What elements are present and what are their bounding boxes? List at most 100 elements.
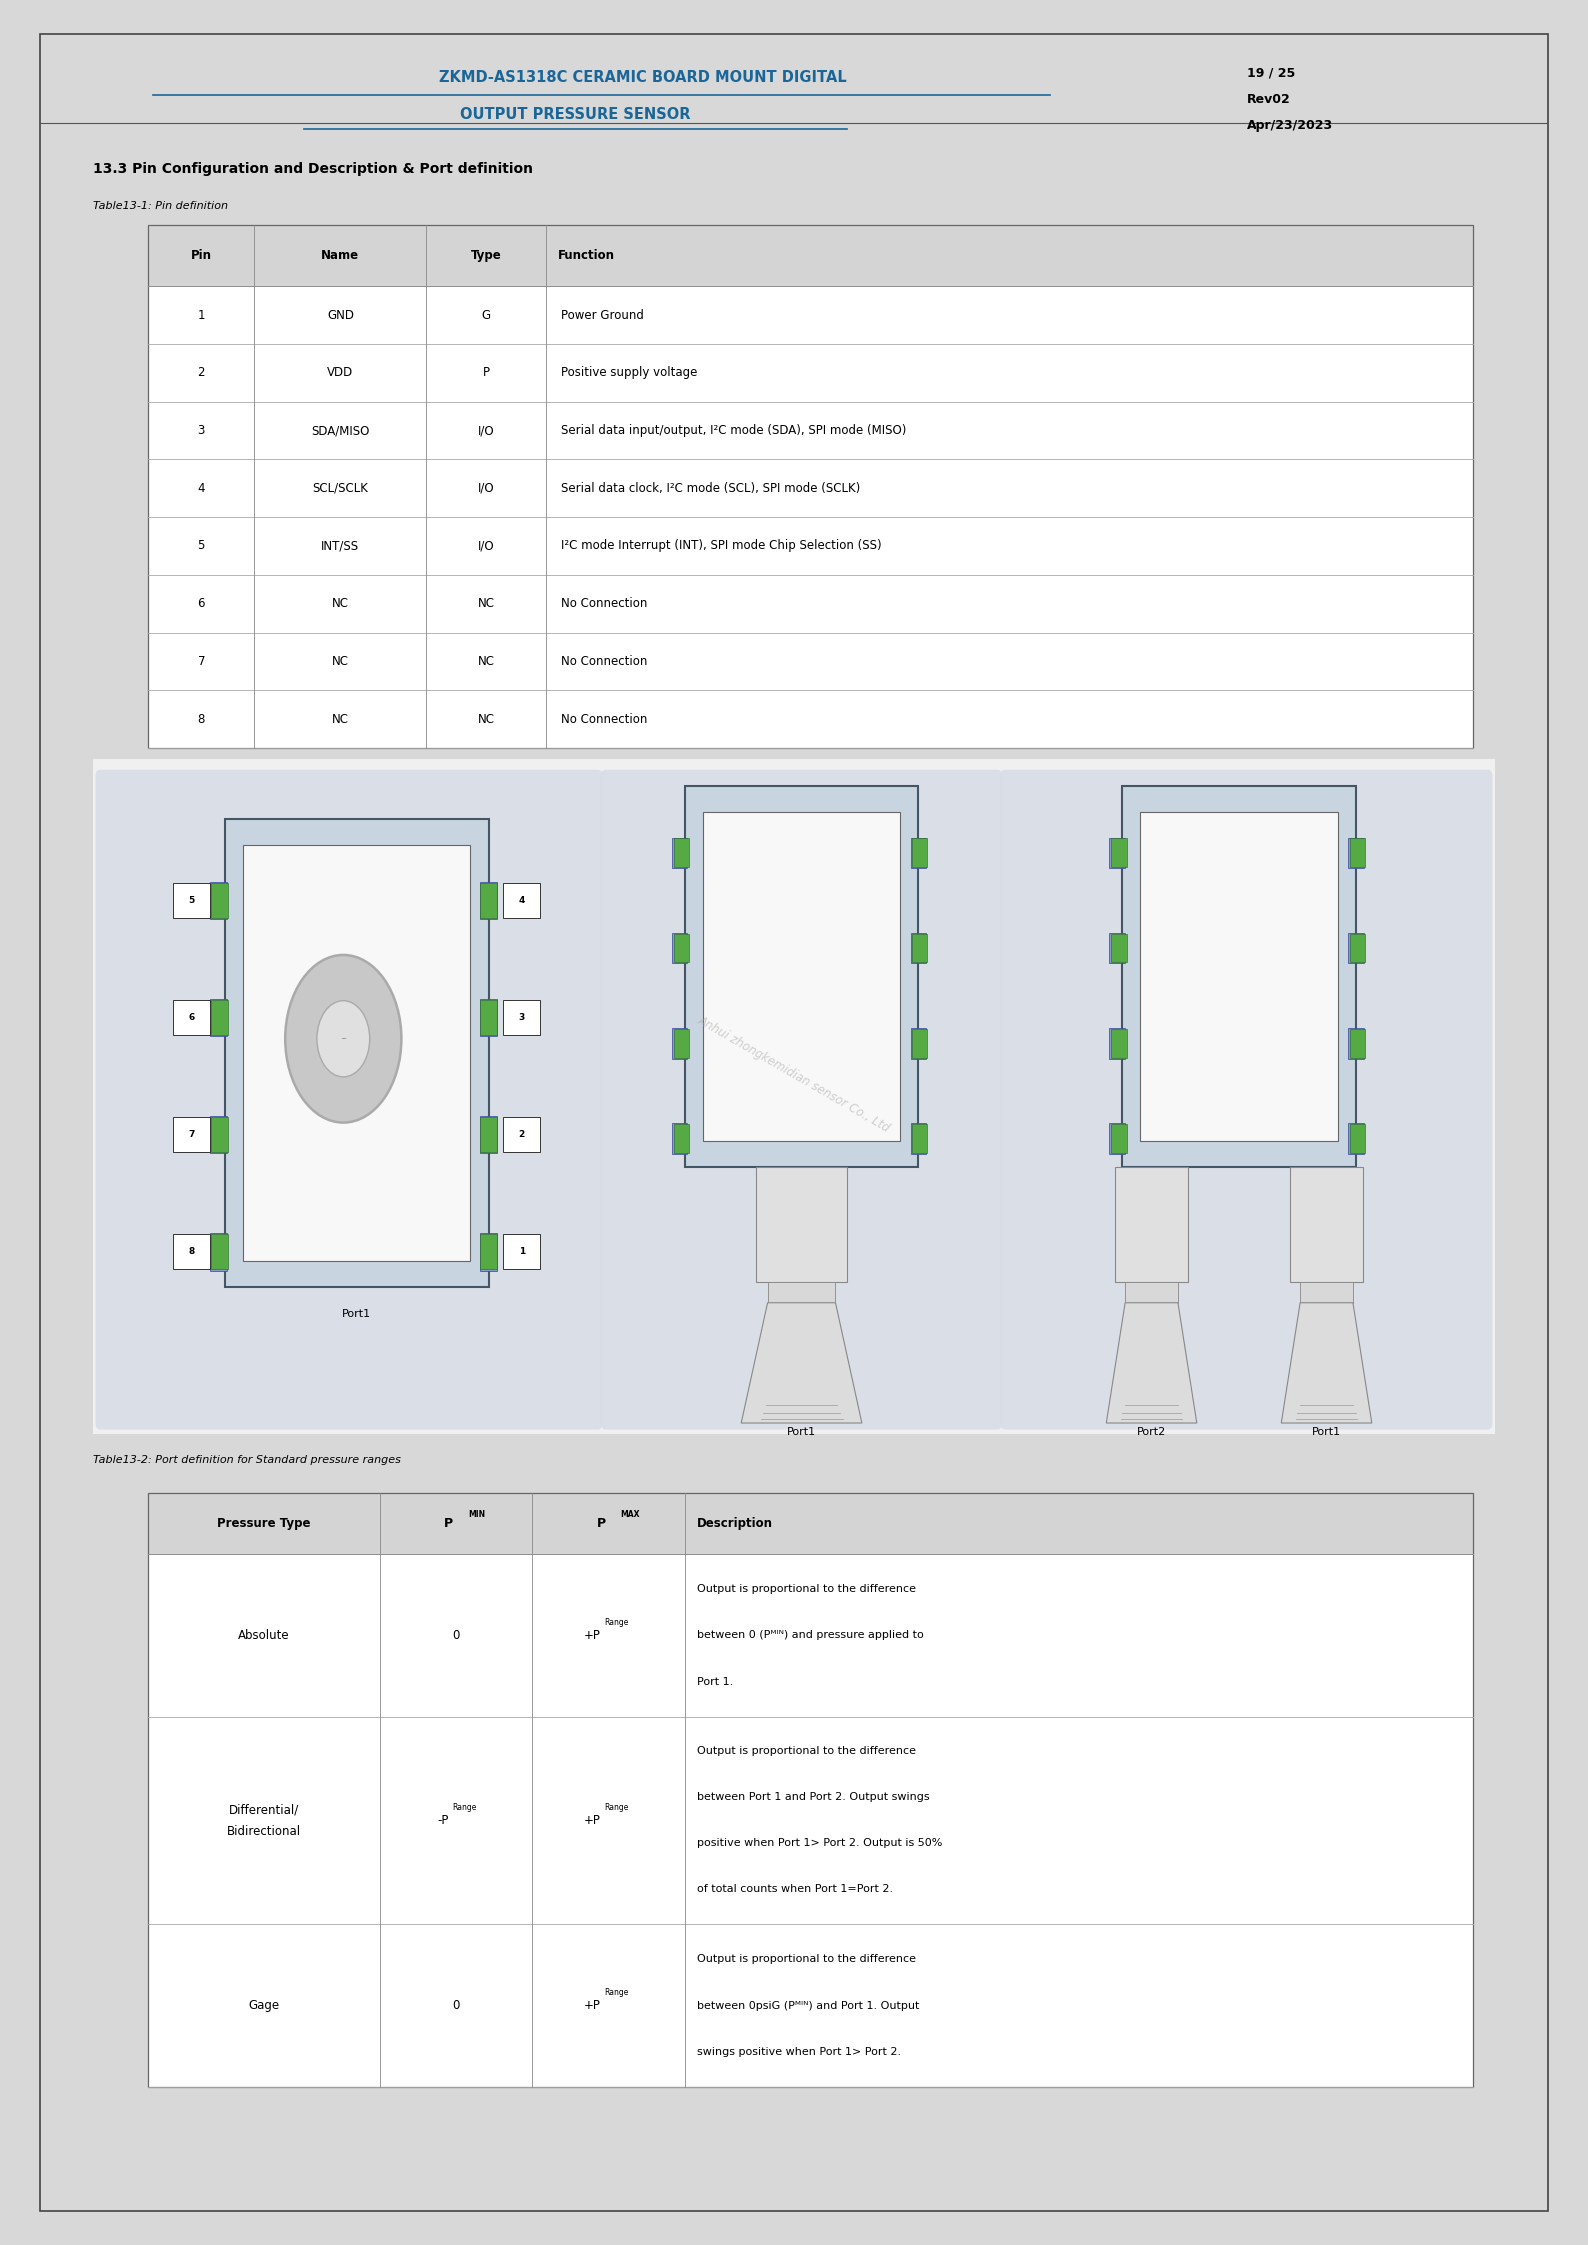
FancyBboxPatch shape (1000, 770, 1493, 1430)
Bar (1123, 786, 1356, 1167)
Bar (173, 1235, 210, 1268)
Text: Port1: Port1 (341, 1309, 372, 1318)
Bar (211, 999, 229, 1035)
Text: Pressure Type: Pressure Type (218, 1518, 311, 1529)
Bar (211, 882, 229, 918)
Text: Table13-2: Port definition for Standard pressure ranges: Table13-2: Port definition for Standard … (92, 1455, 400, 1466)
Bar (684, 786, 918, 1167)
Bar (912, 1028, 926, 1060)
Circle shape (318, 1001, 370, 1078)
Text: NC: NC (332, 597, 349, 611)
Bar (672, 932, 688, 963)
Bar (224, 819, 489, 1286)
Bar (148, 343, 1472, 402)
Text: 6: 6 (187, 1012, 194, 1021)
Bar (173, 882, 210, 918)
Bar (1348, 932, 1364, 963)
Bar (480, 1116, 497, 1154)
Bar (767, 1282, 835, 1302)
Bar (673, 1028, 689, 1057)
Text: 4: 4 (519, 896, 526, 905)
Text: GND: GND (327, 308, 354, 321)
Text: 4: 4 (197, 483, 205, 494)
Text: Power Ground: Power Ground (561, 308, 643, 321)
Text: between Port 1 and Port 2. Output swings: between Port 1 and Port 2. Output swings (697, 1792, 929, 1803)
Text: Serial data clock, I²C mode (SCL), SPI mode (SCLK): Serial data clock, I²C mode (SCL), SPI m… (561, 483, 861, 494)
Bar (173, 999, 210, 1035)
Bar (148, 1493, 1472, 2088)
Text: 6: 6 (197, 597, 205, 611)
Text: I/O: I/O (478, 424, 494, 438)
Text: P: P (445, 1518, 453, 1529)
Text: Port 1.: Port 1. (697, 1677, 734, 1686)
Bar (148, 1493, 1472, 1554)
Text: Function: Function (557, 249, 615, 263)
Text: +P: +P (584, 1998, 600, 2012)
Text: NC: NC (478, 656, 494, 667)
Bar (148, 460, 1472, 516)
Text: Description: Description (697, 1518, 773, 1529)
Bar (912, 1125, 927, 1154)
Bar (1348, 1122, 1364, 1154)
Bar (1110, 1028, 1124, 1060)
Bar (211, 1118, 229, 1152)
Text: between 0 (Pᴹᴵᴺ) and pressure applied to: between 0 (Pᴹᴵᴺ) and pressure applied to (697, 1630, 924, 1641)
Text: 19 / 25: 19 / 25 (1247, 67, 1294, 79)
Bar (1112, 1028, 1126, 1057)
Bar (480, 882, 497, 918)
Text: of total counts when Port 1=Port 2.: of total counts when Port 1=Port 2. (697, 1884, 892, 1895)
Text: Output is proportional to the difference: Output is proportional to the difference (697, 1953, 916, 1964)
Text: Range: Range (603, 1989, 629, 1998)
Text: 1: 1 (197, 308, 205, 321)
Text: Port1: Port1 (788, 1428, 816, 1437)
Bar (148, 1924, 1472, 2088)
Bar (148, 516, 1472, 575)
Bar (912, 1122, 926, 1154)
Text: I/O: I/O (478, 539, 494, 552)
Text: -P: -P (437, 1814, 449, 1827)
Text: I²C mode Interrupt (INT), SPI mode Chip Selection (SS): I²C mode Interrupt (INT), SPI mode Chip … (561, 539, 881, 552)
Text: positive when Port 1> Port 2. Output is 50%: positive when Port 1> Port 2. Output is … (697, 1839, 942, 1848)
Text: 2: 2 (519, 1129, 526, 1138)
Bar (1348, 1028, 1364, 1060)
Bar (1112, 934, 1126, 963)
FancyBboxPatch shape (600, 770, 1002, 1430)
Bar (92, 759, 1496, 1435)
Text: Bidirectional: Bidirectional (227, 1825, 302, 1839)
Text: +P: +P (584, 1630, 600, 1641)
Text: Absolute: Absolute (238, 1630, 291, 1641)
Bar (672, 837, 688, 869)
Bar (243, 844, 470, 1262)
Bar (912, 837, 927, 867)
Text: No Connection: No Connection (561, 656, 648, 667)
Text: Table13-1: Pin definition: Table13-1: Pin definition (92, 200, 227, 211)
Text: SDA/MISO: SDA/MISO (311, 424, 370, 438)
Text: Port1: Port1 (1312, 1428, 1342, 1437)
Text: Port2: Port2 (1137, 1428, 1166, 1437)
Text: ZKMD-AS1318C CERAMIC BOARD MOUNT DIGITAL: ZKMD-AS1318C CERAMIC BOARD MOUNT DIGITAL (440, 70, 846, 85)
Text: Anhui zhongkemidian sensor Co., Ltd: Anhui zhongkemidian sensor Co., Ltd (696, 1015, 892, 1136)
Bar (148, 402, 1472, 460)
Bar (148, 689, 1472, 748)
Bar (210, 1233, 227, 1271)
Bar (1140, 813, 1337, 1140)
Bar (1112, 837, 1126, 867)
Text: 5: 5 (187, 896, 194, 905)
Bar (480, 1235, 497, 1268)
Bar (912, 934, 927, 963)
Bar (148, 1554, 1472, 1717)
Text: Range: Range (603, 1803, 629, 1812)
Text: 2: 2 (197, 366, 205, 379)
Bar (148, 287, 1472, 343)
Bar (1350, 1028, 1364, 1057)
Text: INT/SS: INT/SS (321, 539, 359, 552)
Text: Type: Type (470, 249, 502, 263)
Bar (1112, 1125, 1126, 1154)
Bar (503, 999, 540, 1035)
Bar (673, 934, 689, 963)
Bar (1350, 934, 1364, 963)
Text: VDD: VDD (327, 366, 354, 379)
Text: Rev02: Rev02 (1247, 92, 1291, 106)
Bar (912, 1028, 927, 1057)
Bar (673, 1125, 689, 1154)
